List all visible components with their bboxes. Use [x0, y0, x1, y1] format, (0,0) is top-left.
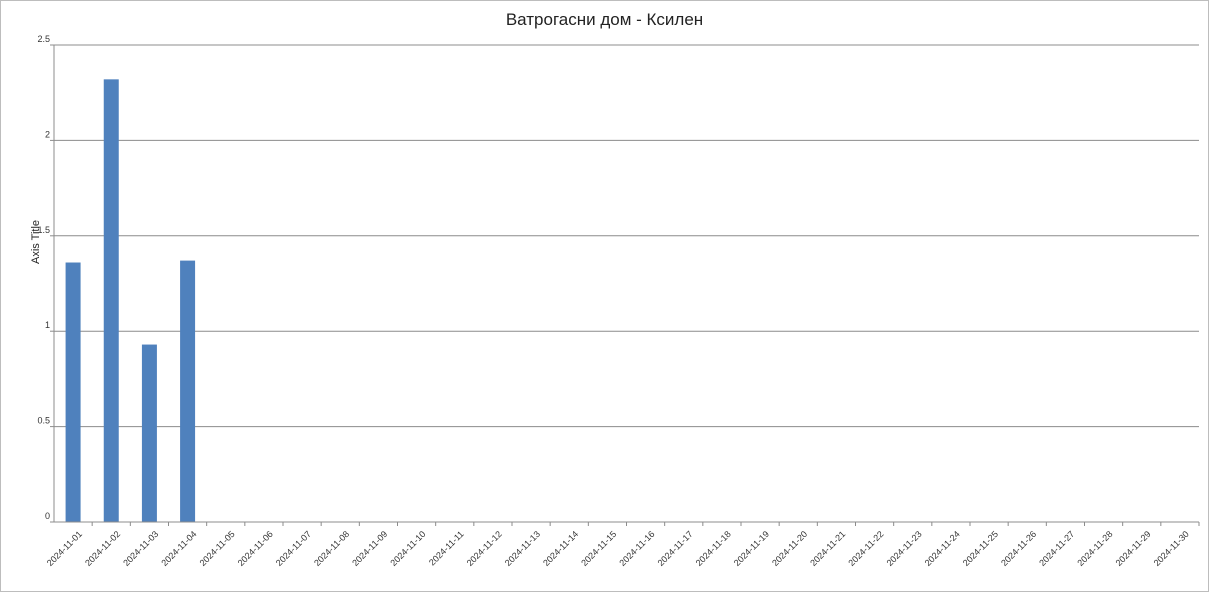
x-tick-label: 2024-11-06	[236, 529, 275, 568]
y-tick-label: 2.5	[37, 34, 50, 44]
x-tick-label: 2024-11-30	[1152, 529, 1191, 568]
y-tick-label: 0	[45, 511, 50, 521]
x-tick-label: 2024-11-11	[427, 529, 466, 568]
y-tick-label: 2	[45, 129, 50, 139]
x-tick-label: 2024-11-01	[45, 529, 84, 568]
x-tick-label: 2024-11-21	[808, 529, 847, 568]
x-tick-label: 2024-11-16	[617, 529, 656, 568]
x-tick-label: 2024-11-03	[121, 529, 160, 568]
x-tick-label: 2024-11-13	[503, 529, 542, 568]
x-tick-label: 2024-11-02	[83, 529, 122, 568]
x-tick-label: 2024-11-14	[541, 529, 580, 568]
bar	[141, 344, 157, 522]
bar	[180, 260, 196, 522]
x-tick-label: 2024-11-24	[923, 529, 962, 568]
x-tick-label: 2024-11-08	[312, 529, 351, 568]
x-tick-label: 2024-11-07	[274, 529, 313, 568]
x-tick-label: 2024-11-05	[198, 529, 237, 568]
y-tick-label: 1	[45, 320, 50, 330]
y-tick-label: 0.5	[37, 416, 50, 426]
x-tick-label: 2024-11-18	[694, 529, 733, 568]
x-tick-label: 2024-11-15	[579, 529, 618, 568]
x-tick-label: 2024-11-09	[350, 529, 389, 568]
chart-title: Ватрогасни дом - Ксилен	[505, 10, 704, 29]
x-tick-label: 2024-11-19	[732, 529, 771, 568]
x-tick-label: 2024-11-04	[159, 529, 198, 568]
bar	[65, 262, 81, 522]
x-tick-label: 2024-11-26	[999, 529, 1038, 568]
x-tick-label: 2024-11-25	[961, 529, 1000, 568]
x-tick-label: 2024-11-29	[1114, 529, 1153, 568]
x-tick-label: 2024-11-20	[770, 529, 809, 568]
x-tick-label: 2024-11-12	[465, 529, 504, 568]
x-tick-label: 2024-11-10	[388, 529, 427, 568]
x-tick-label: 2024-11-27	[1037, 529, 1076, 568]
x-tick-label: 2024-11-23	[885, 529, 924, 568]
bar	[103, 79, 119, 523]
x-tick-label: 2024-11-28	[1075, 529, 1114, 568]
x-tick-label: 2024-11-22	[846, 529, 885, 568]
x-tick-label: 2024-11-17	[656, 529, 695, 568]
y-tick-label: 1.5	[37, 225, 50, 235]
